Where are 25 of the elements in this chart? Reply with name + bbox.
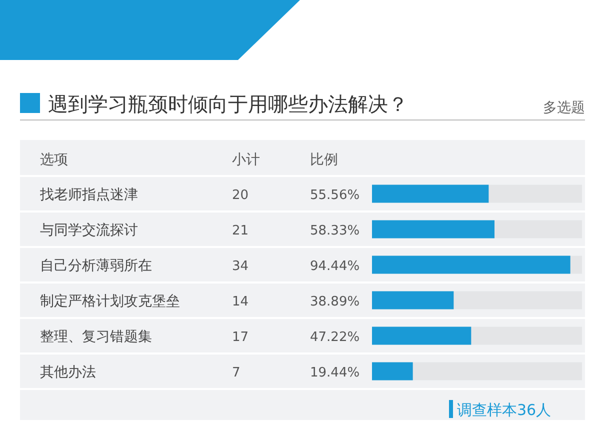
text: 20 bbox=[232, 188, 249, 203]
text: 小计 bbox=[232, 152, 260, 168]
y-tick-label: 自己分析薄弱所在 bbox=[40, 258, 152, 274]
text: 34 bbox=[232, 258, 249, 274]
chart-subtitle: 多选题 bbox=[543, 100, 585, 116]
y-tick-label: 找老师指点迷津 bbox=[39, 186, 138, 203]
text: 17 bbox=[232, 330, 249, 345]
data-label: 58.33% bbox=[310, 223, 360, 238]
text: 21 bbox=[232, 223, 249, 238]
text: 调查样本36人 bbox=[457, 401, 552, 419]
text: 比例 bbox=[310, 152, 338, 168]
y-tick-label: 与同学交流探讨 bbox=[40, 222, 138, 238]
y-tick-label: 整理、复习错题集 bbox=[40, 328, 152, 345]
data-label: 19.44% bbox=[310, 365, 360, 380]
data-label: 47.22% bbox=[310, 330, 360, 345]
text: 7 bbox=[232, 365, 240, 380]
bar bbox=[372, 362, 413, 380]
y-tick-label: 其他办法 bbox=[40, 364, 96, 380]
text: 14 bbox=[232, 294, 249, 310]
data-label: 94.44% bbox=[310, 258, 360, 274]
data-label: 55.56% bbox=[310, 188, 360, 203]
text: 选项 bbox=[40, 152, 68, 168]
chart-title: 遇到学习瓶颈时倾向于用哪些办法解决？ bbox=[48, 92, 408, 116]
data-label: 38.89% bbox=[310, 294, 360, 310]
y-tick-label: 制定严格计划攻克堡垒 bbox=[40, 293, 180, 310]
